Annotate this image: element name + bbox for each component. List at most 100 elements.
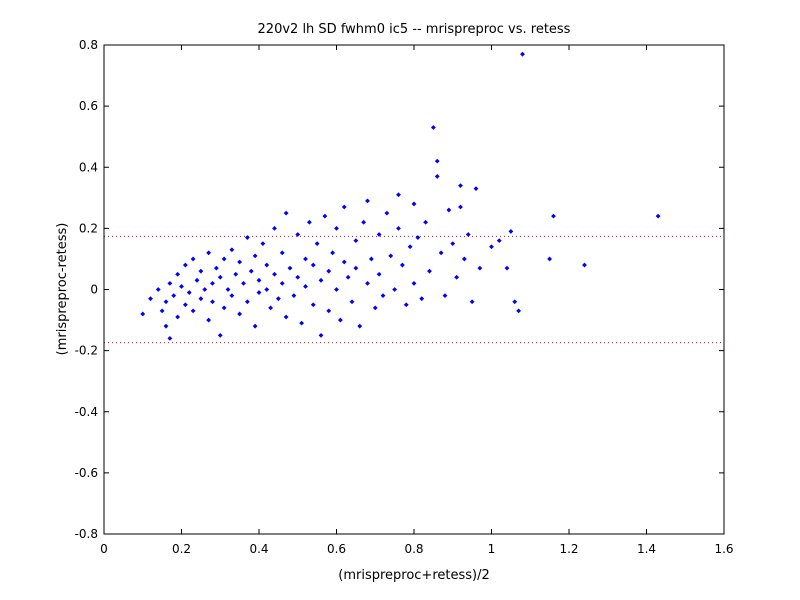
data-point [303, 256, 308, 262]
data-point [217, 332, 223, 338]
data-point [353, 265, 359, 271]
data-point [469, 299, 475, 305]
data-point [411, 280, 417, 286]
y-tick-label: 0.6 [79, 99, 98, 113]
data-point [206, 317, 212, 323]
data-point [256, 290, 262, 295]
x-tick-label: 1.2 [559, 542, 578, 556]
data-point [295, 232, 301, 237]
data-point [547, 256, 553, 262]
data-point [388, 253, 394, 259]
data-point [520, 51, 525, 57]
data-point [496, 238, 502, 243]
data-point [155, 287, 161, 292]
data-point [349, 299, 355, 305]
y-tick-label: 0.8 [79, 38, 98, 52]
data-point [256, 277, 262, 283]
data-point [198, 296, 204, 302]
data-point [148, 296, 153, 302]
x-tick-label: 0 [100, 542, 108, 556]
data-point [248, 268, 254, 274]
data-point [334, 225, 339, 231]
data-point [287, 265, 293, 271]
data-point [279, 280, 285, 286]
data-point [299, 320, 305, 326]
data-point [446, 207, 452, 213]
data-point [140, 311, 146, 317]
data-point [341, 259, 347, 265]
data-point [272, 225, 277, 231]
y-tick-label: -0.6 [75, 466, 98, 480]
data-point [504, 265, 510, 271]
data-point [175, 314, 181, 320]
data-point [473, 186, 479, 192]
data-point [372, 305, 378, 311]
data-point [407, 244, 413, 250]
x-axis: 0 0.2 0.4 0.6 0.8 1 1.2 1.4 1.6 [100, 45, 734, 556]
data-point [508, 229, 514, 234]
data-point [283, 314, 289, 320]
data-point [244, 299, 250, 305]
data-point [210, 280, 215, 286]
y-tick-label: 0 [90, 283, 98, 297]
data-point [163, 323, 169, 329]
data-point [303, 284, 308, 289]
data-point [341, 204, 347, 210]
data-point [175, 271, 181, 277]
data-point [283, 210, 289, 216]
x-tick-label: 1 [488, 542, 496, 556]
data-point [376, 232, 382, 237]
data-point [229, 247, 235, 253]
data-point [337, 317, 343, 323]
data-point [182, 302, 188, 308]
x-tick-label: 0.2 [172, 542, 191, 556]
data-point [260, 241, 266, 247]
data-point [458, 204, 463, 210]
data-point [210, 299, 215, 305]
data-point [221, 256, 227, 262]
data-point [318, 277, 324, 283]
data-point [190, 308, 196, 314]
data-point [454, 274, 460, 280]
data-point [159, 308, 165, 314]
data-point [434, 174, 440, 179]
data-point [163, 299, 169, 305]
data-point [314, 241, 320, 247]
data-point [275, 296, 281, 302]
data-point [361, 219, 367, 225]
data-point [295, 274, 301, 280]
data-point [291, 293, 297, 299]
data-point [264, 287, 270, 292]
x-tick-label: 0.6 [327, 542, 346, 556]
data-point [326, 268, 332, 274]
data-point [171, 293, 177, 299]
x-tick-label: 1.4 [637, 542, 656, 556]
data-point [419, 296, 425, 302]
y-axis: -0.8 -0.6 -0.4 -0.2 0 0.2 0.4 0.6 0.8 [75, 38, 724, 541]
data-point [516, 308, 522, 314]
data-point [310, 302, 316, 308]
data-point [353, 238, 359, 243]
data-point [415, 235, 421, 240]
data-point [182, 262, 188, 268]
x-tick-label: 1.6 [714, 542, 733, 556]
data-point [477, 265, 483, 271]
data-point [237, 311, 243, 317]
data-point [427, 268, 432, 274]
data-point [396, 225, 401, 231]
data-point [241, 280, 246, 286]
x-tick-label: 0.8 [404, 542, 423, 556]
data-point [206, 250, 212, 256]
data-point [438, 250, 444, 256]
data-point [368, 256, 374, 262]
data-point [384, 210, 390, 216]
plot-area [104, 45, 724, 534]
data-point [403, 302, 409, 308]
data-point [423, 219, 429, 225]
y-tick-label: -0.2 [75, 344, 98, 358]
data-point [345, 274, 351, 280]
data-point [190, 256, 196, 262]
data-point [357, 323, 363, 329]
data-point [310, 262, 316, 268]
